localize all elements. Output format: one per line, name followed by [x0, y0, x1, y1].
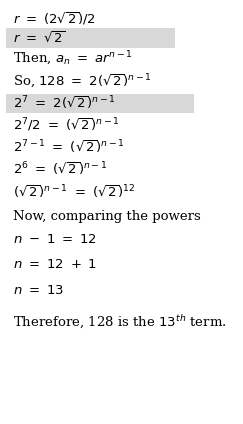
Text: Now, comparing the powers: Now, comparing the powers [13, 210, 201, 223]
Text: $r \ = \ \sqrt{2}$: $r \ = \ \sqrt{2}$ [13, 31, 66, 46]
Text: $2^7 \ = \ 2(\sqrt{2})^{n-1}$: $2^7 \ = \ 2(\sqrt{2})^{n-1}$ [13, 95, 116, 112]
Text: $2^{7-1} \ = \ (\sqrt{2})^{n-1}$: $2^{7-1} \ = \ (\sqrt{2})^{n-1}$ [13, 139, 125, 156]
Text: $2^6 \ = \ (\sqrt{2})^{n-1}$: $2^6 \ = \ (\sqrt{2})^{n-1}$ [13, 161, 108, 178]
Text: $r \ = \ (2\sqrt{2})/2$: $r \ = \ (2\sqrt{2})/2$ [13, 11, 96, 28]
Text: $n \ = \ 13$: $n \ = \ 13$ [13, 284, 64, 297]
Text: $(\sqrt{2})^{n-1} \ = \ (\sqrt{2})^{12}$: $(\sqrt{2})^{n-1} \ = \ (\sqrt{2})^{12}$ [13, 184, 136, 201]
FancyBboxPatch shape [6, 94, 194, 113]
Text: Then, $a_n \ = \ ar^{n-1}$: Then, $a_n \ = \ ar^{n-1}$ [13, 50, 133, 68]
Text: Therefore, 128 is the $13^{th}$ term.: Therefore, 128 is the $13^{th}$ term. [13, 314, 227, 331]
Text: $n \ - \ 1 \ = \ 12$: $n \ - \ 1 \ = \ 12$ [13, 233, 97, 246]
Text: $2^7/2 \ = \ (\sqrt{2})^{n-1}$: $2^7/2 \ = \ (\sqrt{2})^{n-1}$ [13, 117, 120, 134]
FancyBboxPatch shape [6, 28, 175, 48]
Text: $n \ = \ 12 \ + \ 1$: $n \ = \ 12 \ + \ 1$ [13, 259, 98, 271]
Text: So, $128 \ = \ 2(\sqrt{2})^{n-1}$: So, $128 \ = \ 2(\sqrt{2})^{n-1}$ [13, 73, 152, 90]
